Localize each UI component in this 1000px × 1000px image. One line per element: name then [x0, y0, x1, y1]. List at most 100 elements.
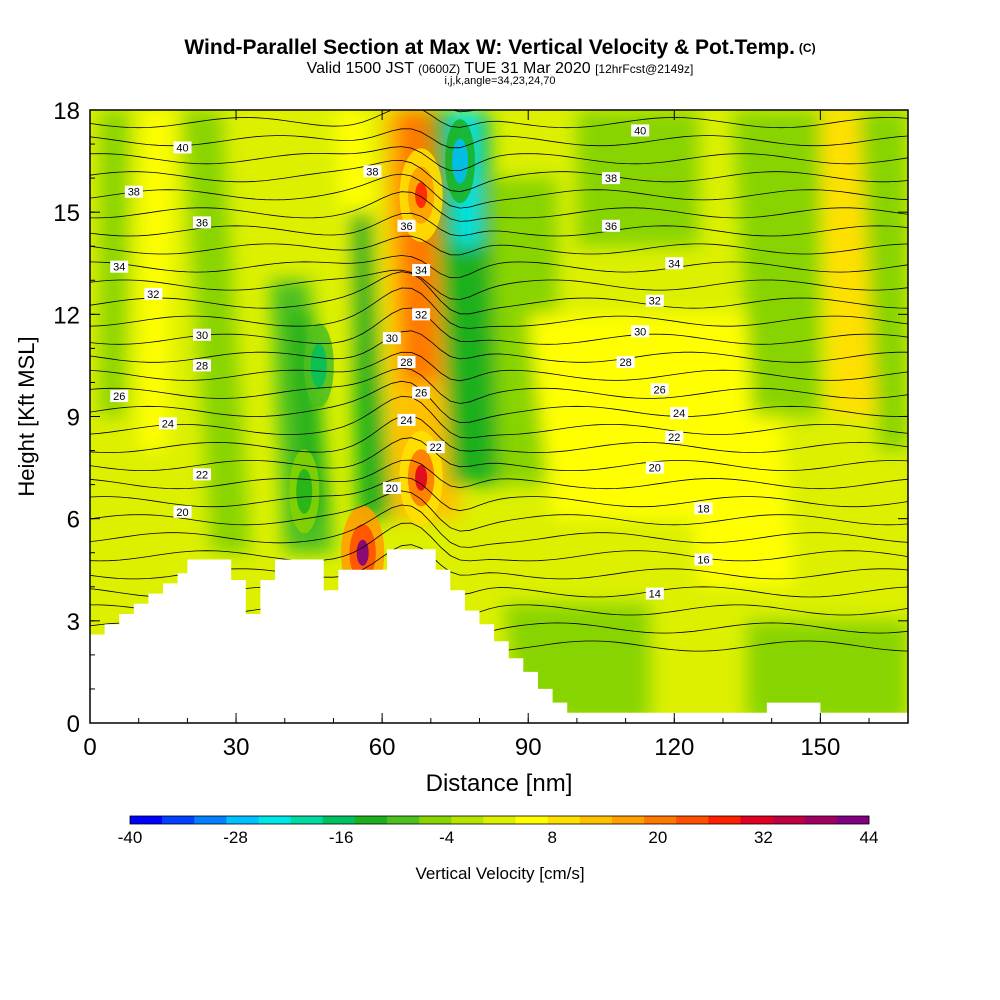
chart-subtitle: Valid 1500 JST (0600Z) TUE 31 Mar 2020 […: [0, 60, 1000, 78]
theta-label-bg: [192, 216, 211, 229]
theta-label-bg: [665, 430, 684, 443]
colorbar-swatch: [322, 816, 356, 824]
y-axis-label: Height [Kft MSL]: [14, 336, 39, 496]
theta-label-text: 20: [386, 483, 398, 495]
theta-label-bg: [601, 219, 620, 232]
colorbar-swatch: [258, 816, 291, 824]
theta-label-bg: [645, 294, 664, 307]
theta-label-text: 24: [400, 415, 412, 427]
theta-label-text: 28: [196, 360, 208, 372]
theta-contour-label: 18: [694, 502, 713, 515]
theta-label-bg: [382, 482, 401, 495]
theta-label-text: 32: [649, 296, 661, 308]
theta-label-text: 18: [697, 503, 709, 515]
theta-label-text: 24: [162, 418, 174, 430]
colorbar-swatch: [226, 816, 259, 824]
chart-title: Wind-Parallel Section at Max W: Vertical…: [0, 36, 1000, 60]
colorbar-swatch: [387, 816, 420, 824]
theta-label-bg: [616, 356, 635, 369]
colorbar-swatch: [515, 816, 548, 824]
theta-contour-label: 40: [173, 141, 192, 154]
theta-contour-line: [90, 146, 908, 171]
theta-label-text: 20: [176, 507, 188, 519]
field-band: [138, 110, 173, 451]
theta-contour-line: [99, 110, 753, 113]
theta-label-bg: [631, 124, 650, 137]
theta-label-bg: [363, 165, 382, 178]
y-tick-label: 15: [53, 200, 80, 227]
theta-contour-label: 32: [412, 308, 431, 321]
theta-contour-line: [90, 212, 908, 237]
colorbar-swatch: [676, 816, 709, 824]
x-axis-label: Distance [nm]: [426, 770, 573, 797]
theta-label-text: 40: [634, 125, 646, 137]
colorbar-swatch: [740, 816, 773, 824]
theta-label-text: 22: [430, 442, 442, 454]
theta-contour-line: [90, 235, 908, 256]
theta-label-text: 26: [113, 391, 125, 403]
colorbar-tick-label: -28: [223, 828, 248, 847]
theta-contour-line: [90, 522, 908, 562]
colorbar-swatch: [804, 816, 838, 824]
theta-label-text: 14: [649, 589, 661, 601]
theta-label-bg: [192, 468, 211, 481]
y-tick-label: 18: [53, 98, 80, 125]
y-tick-label: 3: [67, 609, 80, 636]
colorbar-tick-label: 20: [648, 828, 668, 847]
theta-label-bg: [426, 441, 445, 454]
theta-label-text: 20: [649, 463, 661, 475]
theta-contour-line: [90, 287, 908, 329]
theta-label-bg: [694, 502, 713, 515]
theta-contour-line: [90, 380, 908, 424]
colorbar-swatch: [772, 816, 806, 824]
colorbar: [129, 815, 870, 825]
colorbar-title: Vertical Velocity [cm/s]: [415, 864, 585, 883]
colorbar-swatch: [290, 816, 324, 824]
theta-contour-line: [90, 367, 908, 404]
chart-title-text: Wind-Parallel Section at Max W: Vertical…: [184, 36, 795, 59]
y-tick-label: 6: [67, 507, 80, 534]
colorbar-swatch: [162, 816, 195, 824]
theta-label-text: 26: [415, 388, 427, 400]
y-tick-label: 9: [67, 405, 80, 432]
colorbar-tick-label: -16: [328, 828, 354, 847]
theta-contour-label: 30: [631, 325, 650, 338]
theta-label-bg: [601, 172, 620, 185]
theta-label-text: 32: [147, 289, 159, 301]
theta-label-bg: [412, 308, 431, 321]
theta-contour-label: 28: [616, 356, 635, 369]
theta-contour-label: 24: [670, 407, 689, 420]
theta-label-text: 30: [196, 330, 208, 342]
theta-contour-label: 20: [173, 505, 192, 519]
theta-contour-line: [90, 490, 908, 532]
theta-contour-label: 28: [397, 356, 416, 369]
theta-label-bg: [650, 383, 669, 396]
colorbar-tick-label: 8: [547, 828, 558, 847]
grid-indices: i,j,k,angle=34,23,24,70: [444, 75, 556, 87]
field-band: [576, 110, 699, 247]
theta-label-bg: [382, 332, 401, 345]
theta-contour-label: 24: [397, 413, 416, 427]
colorbar-swatch: [579, 816, 613, 824]
theta-contour-label: 26: [110, 390, 129, 403]
theta-label-bg: [645, 461, 664, 474]
theta-contour-line: [90, 159, 908, 193]
x-tick-label: 0: [83, 734, 96, 761]
theta-label-text: 38: [605, 173, 617, 185]
theta-contour-label: 36: [397, 219, 416, 233]
theta-label-text: 38: [366, 166, 378, 178]
colorbar-border: [129, 815, 870, 825]
chart-title-block: Wind-Parallel Section at Max W: Vertical…: [0, 36, 1000, 87]
valid-date: TUE 31 Mar 2020: [464, 60, 591, 77]
theta-contour-line: [90, 255, 908, 279]
colorbar-swatch: [194, 816, 227, 824]
theta-label-bg: [158, 417, 177, 430]
theta-contour-label: 24: [158, 417, 177, 430]
theta-contour-line: [90, 173, 908, 209]
theta-label-text: 22: [196, 469, 208, 481]
colorbar-swatch: [611, 816, 645, 824]
theta-contour-label: 22: [426, 441, 445, 454]
downdraft-core: [310, 343, 327, 388]
